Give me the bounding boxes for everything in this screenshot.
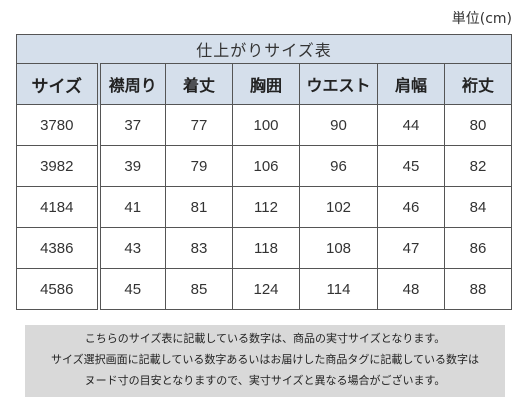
cell-length: 79 bbox=[165, 145, 233, 187]
header-neck: 襟周り bbox=[98, 63, 166, 105]
header-shoulder: 肩幅 bbox=[377, 63, 445, 105]
header-sleeve: 裄丈 bbox=[443, 63, 513, 105]
cell-size: 4184 bbox=[16, 186, 101, 228]
cell-size: 3780 bbox=[16, 104, 101, 146]
cell-chest: 100 bbox=[232, 104, 300, 146]
cell-size: 4386 bbox=[16, 227, 101, 269]
cell-shoulder: 46 bbox=[377, 186, 445, 228]
table-row: 4184 41 81 112 102 46 84 bbox=[16, 186, 513, 228]
notice-line: こちらのサイズ表に記載している数字は、商品の実寸サイズとなります。 bbox=[84, 332, 446, 345]
cell-neck: 37 bbox=[98, 104, 166, 146]
cell-chest: 124 bbox=[232, 268, 300, 310]
cell-length: 81 bbox=[165, 186, 233, 228]
header-chest: 胸囲 bbox=[232, 63, 300, 105]
header-row: サイズ 襟周り 着丈 胸囲 ウエスト 肩幅 裄丈 bbox=[16, 63, 513, 105]
table-row: 4586 45 85 124 114 48 88 bbox=[16, 268, 513, 310]
cell-waist: 114 bbox=[299, 268, 378, 310]
cell-sleeve: 80 bbox=[443, 104, 513, 146]
cell-length: 83 bbox=[165, 227, 233, 269]
cell-waist: 102 bbox=[299, 186, 378, 228]
table-row: 3982 39 79 106 96 45 82 bbox=[16, 145, 513, 187]
cell-neck: 45 bbox=[98, 268, 166, 310]
header-waist: ウエスト bbox=[299, 63, 378, 105]
table-title: 仕上がりサイズ表 bbox=[15, 34, 513, 64]
unit-label: 単位(cm) bbox=[451, 11, 512, 27]
cell-size: 4586 bbox=[16, 268, 101, 310]
cell-sleeve: 82 bbox=[443, 145, 513, 187]
cell-neck: 43 bbox=[98, 227, 166, 269]
notice-line: ヌード寸の目安となりますので、実寸サイズと異なる場合がございます。 bbox=[84, 374, 446, 387]
cell-chest: 112 bbox=[232, 186, 300, 228]
cell-length: 77 bbox=[165, 104, 233, 146]
cell-waist: 108 bbox=[299, 227, 378, 269]
notice-box: こちらのサイズ表に記載している数字は、商品の実寸サイズとなります。 サイズ選択画… bbox=[25, 325, 505, 397]
cell-chest: 118 bbox=[232, 227, 300, 269]
table-row: 3780 37 77 100 90 44 80 bbox=[16, 104, 513, 146]
cell-neck: 41 bbox=[98, 186, 166, 228]
cell-neck: 39 bbox=[98, 145, 166, 187]
cell-length: 85 bbox=[165, 268, 233, 310]
cell-sleeve: 86 bbox=[443, 227, 513, 269]
cell-waist: 90 bbox=[299, 104, 378, 146]
table-row: 4386 43 83 118 108 47 86 bbox=[16, 227, 513, 269]
cell-shoulder: 48 bbox=[377, 268, 445, 310]
size-chart-table: 仕上がりサイズ表 サイズ 襟周り 着丈 胸囲 ウエスト 肩幅 裄丈 3780 3… bbox=[15, 34, 513, 310]
cell-sleeve: 88 bbox=[443, 268, 513, 310]
cell-sleeve: 84 bbox=[443, 186, 513, 228]
cell-size: 3982 bbox=[16, 145, 101, 187]
cell-chest: 106 bbox=[232, 145, 300, 187]
cell-shoulder: 44 bbox=[377, 104, 445, 146]
header-size: サイズ bbox=[16, 63, 101, 105]
header-length: 着丈 bbox=[165, 63, 233, 105]
cell-waist: 96 bbox=[299, 145, 378, 187]
cell-shoulder: 45 bbox=[377, 145, 445, 187]
cell-shoulder: 47 bbox=[377, 227, 445, 269]
notice-line: サイズ選択画面に記載している数字あるいはお届けした商品タグに記載している数字は bbox=[50, 353, 479, 366]
